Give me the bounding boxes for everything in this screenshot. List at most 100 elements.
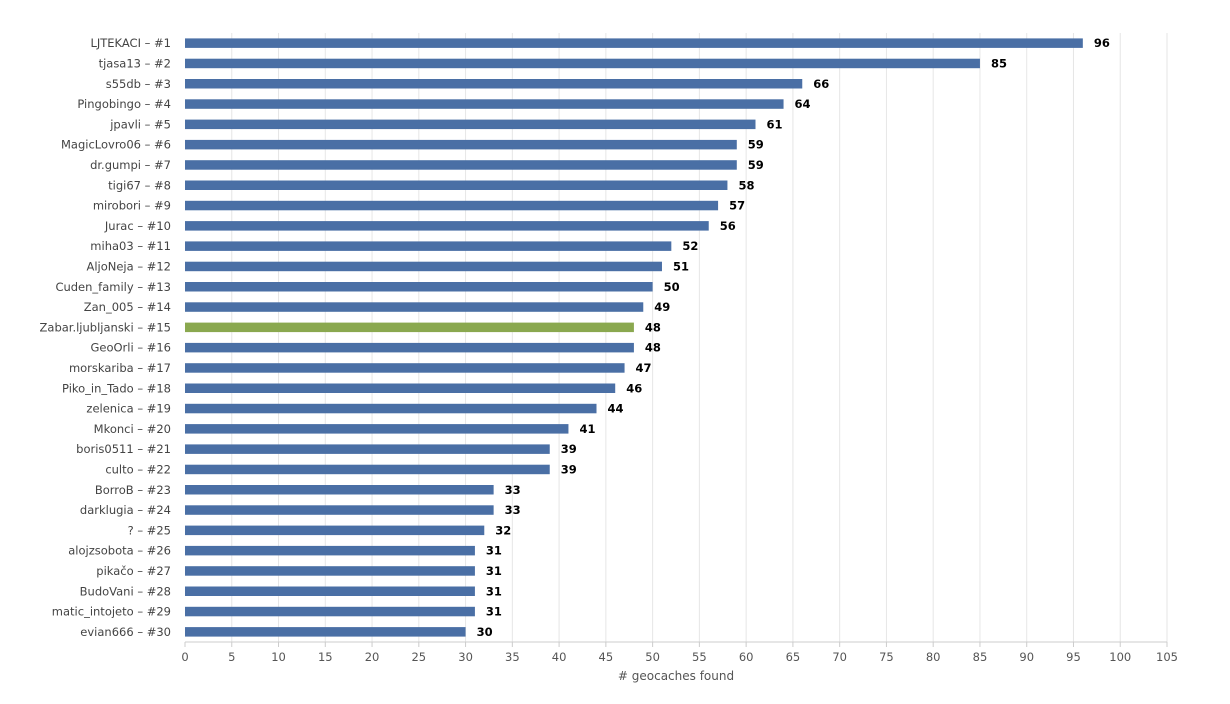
bar-value-label: 50: [664, 280, 680, 294]
x-tick-label: 80: [926, 650, 941, 664]
x-tick-label: 60: [739, 650, 754, 664]
bar-value-label: 64: [795, 97, 811, 111]
x-tick-label: 85: [973, 650, 988, 664]
x-tick-label: 90: [1019, 650, 1034, 664]
category-label: pikačo – #27: [96, 564, 171, 578]
x-tick-label: 50: [645, 650, 660, 664]
category-label: jpavli – #5: [109, 117, 171, 131]
bar: [185, 38, 1083, 48]
bar: [185, 79, 803, 89]
category-label: GeoOrli – #16: [90, 341, 171, 355]
category-label: mirobori – #9: [93, 199, 171, 213]
category-label: Zabar.ljubljanski – #15: [40, 320, 171, 334]
category-label: Mkonci – #20: [94, 422, 171, 436]
bar: [185, 627, 466, 637]
bar: [185, 139, 737, 150]
category-label: BudoVani – #28: [80, 584, 171, 598]
x-tick-label: 15: [318, 650, 333, 664]
bar: [185, 302, 644, 312]
bar: [185, 363, 625, 373]
x-tick-label: 70: [832, 650, 847, 664]
category-label: AljoNeja – #12: [86, 259, 171, 273]
category-label: evian666 – #30: [80, 625, 171, 639]
x-tick-label: 20: [365, 650, 380, 664]
x-tick-label: 10: [271, 650, 286, 664]
category-label: MagicLovro06 – #6: [61, 138, 171, 152]
bar: [185, 200, 719, 211]
bar: [185, 464, 550, 475]
category-label: tjasa13 – #2: [99, 56, 171, 70]
category-label: Cuden_family – #13: [55, 280, 171, 294]
x-tick-label: 95: [1066, 650, 1081, 664]
bar-value-label: 39: [561, 462, 577, 476]
bar: [185, 241, 672, 251]
bar-value-label: 66: [813, 77, 829, 91]
x-tick-label: 65: [786, 650, 801, 664]
bar-value-label: 51: [673, 259, 689, 273]
gridlines: [184, 33, 1168, 647]
x-tick-label: 0: [181, 650, 188, 664]
category-label: ? – #25: [128, 523, 171, 537]
bar-value-label: 61: [766, 117, 782, 131]
bar: [185, 606, 475, 617]
category-label: dr.gumpi – #7: [90, 158, 171, 172]
category-label: boris0511 – #21: [76, 442, 171, 456]
x-tick-label: 25: [411, 650, 426, 664]
x-tick-label: 105: [1156, 650, 1178, 664]
bar-value-label: 47: [636, 361, 652, 375]
bar: [185, 58, 980, 69]
bar-value-label: 31: [486, 605, 502, 619]
bar-value-label: 39: [561, 442, 577, 456]
bar: [185, 505, 494, 515]
data-labels: 9685666461595958575652515049484847464441…: [477, 36, 1110, 639]
bar: [185, 444, 550, 454]
x-tick-label: 30: [458, 650, 473, 664]
bar: [185, 383, 616, 393]
bar-value-label: 31: [486, 584, 502, 598]
category-label: Piko_in_Tado – #18: [62, 381, 171, 395]
bar-value-label: 31: [486, 544, 502, 558]
category-label: darklugia – #24: [80, 503, 171, 517]
bars: [185, 38, 1083, 637]
bar: [185, 261, 662, 272]
bar: [185, 342, 634, 353]
category-label: miha03 – #11: [90, 239, 171, 253]
bar-value-label: 96: [1094, 36, 1110, 50]
bar: [185, 119, 756, 130]
x-tick-label: 45: [599, 650, 614, 664]
bar-value-label: 33: [505, 483, 521, 497]
x-tick-labels: 0 5 10 15 20 25 30 35 40 45 50 55 60 65 70 75 80 85 90 95 10…: [181, 650, 1178, 664]
bar-value-label: 33: [505, 503, 521, 517]
bar-value-label: 59: [748, 138, 764, 152]
bar: [185, 282, 653, 292]
bar: [185, 545, 475, 556]
bar-value-label: 46: [626, 381, 642, 395]
category-label: Pingobingo – #4: [77, 97, 171, 111]
bar: [185, 586, 475, 596]
bar: [185, 322, 634, 333]
bar-value-label: 56: [720, 219, 736, 233]
bar-value-label: 85: [991, 56, 1007, 70]
bar: [185, 221, 709, 231]
category-label: s55db – #3: [106, 77, 171, 91]
bar-value-label: 32: [495, 523, 511, 537]
category-label: culto – #22: [105, 462, 171, 476]
x-tick-label: 55: [692, 650, 707, 664]
bar: [185, 99, 784, 109]
x-tick-label: 75: [879, 650, 894, 664]
bar: [185, 566, 475, 576]
category-label: tigi67 – #8: [108, 178, 171, 192]
category-label: Jurac – #10: [104, 219, 171, 233]
bar: [185, 525, 485, 536]
category-label: alojzsobota – #26: [68, 544, 171, 558]
bar: [185, 424, 569, 434]
bar: [185, 180, 728, 190]
x-tick-label: 40: [552, 650, 567, 664]
bar-value-label: 57: [729, 199, 745, 213]
bar-value-label: 30: [477, 625, 493, 639]
category-label: Zan_005 – #14: [84, 300, 171, 314]
x-tick-label: 35: [505, 650, 520, 664]
x-axis-title: # geocaches found: [618, 669, 734, 683]
